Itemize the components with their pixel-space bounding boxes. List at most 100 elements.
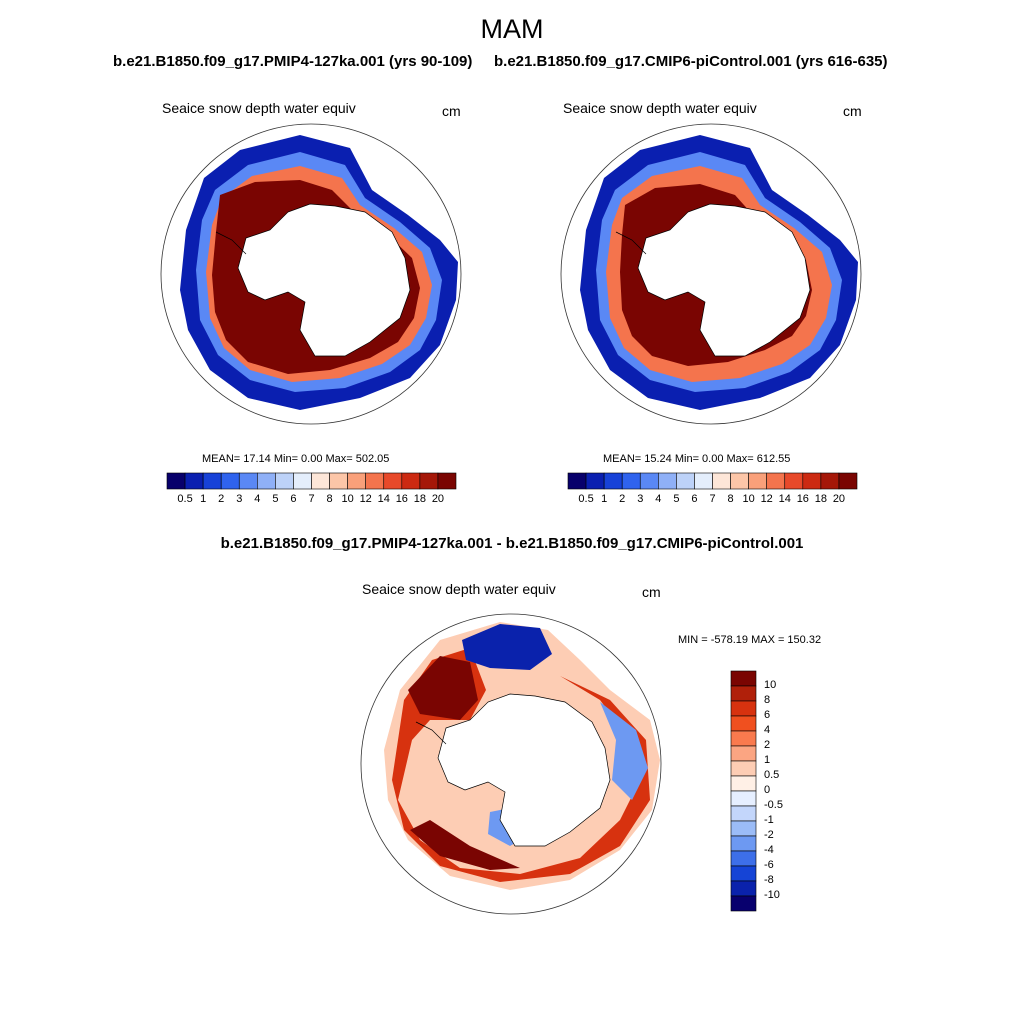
figure-title: MAM <box>480 14 544 44</box>
colorbar-tick-label: 8 <box>326 493 333 505</box>
colorbar-swatch <box>621 472 641 490</box>
difference-antarctica <box>437 693 611 847</box>
diff-colorbar-swatch <box>730 700 757 717</box>
difference-map <box>360 613 662 915</box>
diff-colorbar-tick-label: 0 <box>764 784 771 796</box>
diff-colorbar-swatch <box>730 880 757 897</box>
diff-colorbar-tick-label: 8 <box>764 694 771 706</box>
colorbar-tick-label: 14 <box>377 493 390 505</box>
diff-colorbar-tick-label: -6 <box>764 859 774 871</box>
difference-map-boundary <box>360 613 662 915</box>
colorbar-tick-label: 16 <box>796 493 809 505</box>
colorbar-tick-label: 5 <box>272 493 279 505</box>
colorbar-swatch <box>585 472 605 490</box>
colorbar-swatch <box>748 472 767 490</box>
colorbar-tick-label: 18 <box>413 493 426 505</box>
diff-colorbar-tick-label: -0.5 <box>764 799 783 811</box>
colorbar-tick-label: 5 <box>673 493 680 505</box>
colorbar-swatch <box>311 472 330 490</box>
colorbar-tick-label: 20 <box>832 493 846 505</box>
colorbar-tick-label: 12 <box>359 493 372 505</box>
diff-colorbar-swatch <box>730 730 757 747</box>
diff-colorbar-swatch <box>730 775 757 792</box>
diff-colorbar-swatch <box>730 850 757 867</box>
difference-peninsula <box>415 721 447 745</box>
difference-ross-max <box>410 820 520 870</box>
panel-b-title: b.e21.B1850.f09_g17.CMIP6-piControl.001 … <box>494 53 888 70</box>
panel-b-colorbar <box>567 472 858 490</box>
diff-colorbar-swatch <box>730 820 757 837</box>
colorbar-tick-label: 1 <box>200 493 207 505</box>
panel-b-map <box>560 123 862 425</box>
colorbar-swatch <box>401 472 421 490</box>
colorbar-tick-label: 16 <box>395 493 408 505</box>
colorbar-swatch <box>820 472 840 490</box>
colorbar-swatch <box>329 472 348 490</box>
colorbar-swatch <box>202 472 222 490</box>
diff-colorbar-tick-label: 2 <box>764 739 771 751</box>
colorbar-swatch <box>766 472 786 490</box>
panel-b-map-boundary <box>560 123 862 425</box>
diff-colorbar-swatch <box>730 670 757 687</box>
colorbar-swatch <box>184 472 204 490</box>
colorbar-swatch <box>238 472 258 490</box>
colorbar-swatch <box>220 472 240 490</box>
colorbar-tick-label: 20 <box>431 493 445 505</box>
colorbar-tick-label: 18 <box>814 493 827 505</box>
panel-a-map-boundary <box>160 123 462 425</box>
colorbar-tick-label: 8 <box>727 493 734 505</box>
difference-units: cm <box>642 584 661 600</box>
difference-minmax: MIN = -578.19 MAX = 150.32 <box>678 634 822 646</box>
diff-colorbar-swatch <box>730 835 757 852</box>
panel-a-antarctica <box>237 203 411 357</box>
difference-negative-east <box>600 702 648 800</box>
colorbar-swatch <box>802 472 822 490</box>
colorbar-swatch <box>658 472 677 490</box>
difference-negative-core <box>462 624 552 670</box>
difference-weddell-max <box>408 656 478 720</box>
colorbar-swatch <box>166 472 186 490</box>
colorbar-tick-label: 1 <box>601 493 608 505</box>
colorbar-swatch <box>275 472 294 490</box>
colorbar-swatch <box>730 472 749 490</box>
panel-b-variable: Seaice snow depth water equiv <box>563 100 757 116</box>
colorbar-tick-label: 4 <box>254 493 261 505</box>
colorbar-swatch <box>603 472 623 490</box>
difference-colorbar <box>730 670 757 912</box>
colorbar-swatch <box>293 472 312 490</box>
colorbar-tick-label: 2 <box>218 493 225 505</box>
panel-b-antarctica <box>637 203 811 357</box>
diff-colorbar-swatch <box>730 745 757 762</box>
panel-b-stats: MEAN= 15.24 Min= 0.00 Max= 612.55 <box>603 453 791 465</box>
diff-colorbar-tick-label: 6 <box>764 709 771 721</box>
colorbar-swatch <box>419 472 439 490</box>
colorbar-swatch <box>347 472 366 490</box>
colorbar-swatch <box>383 472 403 490</box>
panel-a-colorbar <box>166 472 457 490</box>
colorbar-swatch <box>694 472 713 490</box>
diff-colorbar-swatch <box>730 760 757 777</box>
diff-colorbar-swatch <box>730 805 757 822</box>
diff-colorbar-tick-label: -2 <box>764 829 774 841</box>
colorbar-swatch <box>838 472 858 490</box>
colorbar-tick-label: 12 <box>760 493 773 505</box>
difference-variable: Seaice snow depth water equiv <box>362 581 556 597</box>
diff-colorbar-swatch <box>730 715 757 732</box>
panel-a-map <box>160 123 462 425</box>
diff-colorbar-tick-label: 0.5 <box>764 769 780 781</box>
panel-b-peninsula <box>615 231 647 255</box>
colorbar-swatch <box>437 472 457 490</box>
diff-colorbar-tick-label: -4 <box>764 844 774 856</box>
panel-b-units: cm <box>843 103 862 119</box>
colorbar-swatch <box>365 472 385 490</box>
diff-colorbar-swatch <box>730 790 757 807</box>
colorbar-swatch <box>712 472 731 490</box>
colorbar-swatch <box>784 472 804 490</box>
colorbar-swatch <box>567 472 587 490</box>
colorbar-swatch <box>676 472 695 490</box>
panel-a-variable: Seaice snow depth water equiv <box>162 100 356 116</box>
diff-colorbar-swatch <box>730 685 757 702</box>
difference-title: b.e21.B1850.f09_g17.PMIP4-127ka.001 - b.… <box>220 535 804 552</box>
colorbar-tick-label: 7 <box>709 493 716 505</box>
panel-a-peninsula <box>215 231 247 255</box>
